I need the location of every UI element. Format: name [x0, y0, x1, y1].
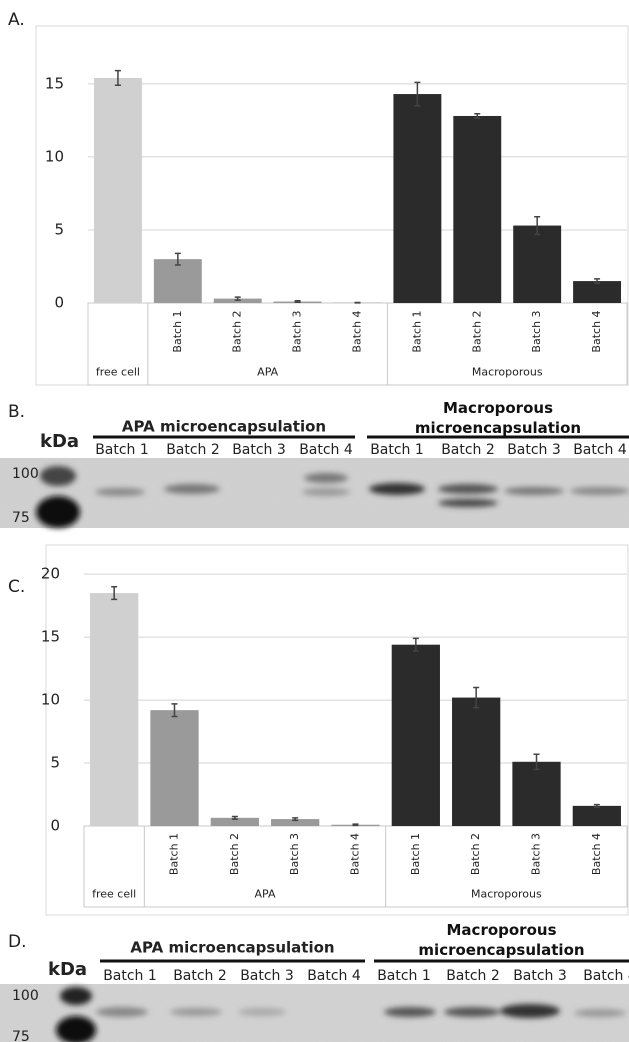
lane-label: Batch 1 — [95, 442, 149, 458]
lane-label: Batch 3 — [513, 968, 567, 984]
lane-label: Batch 2 — [166, 442, 220, 458]
blot-image — [0, 984, 629, 1042]
lane-label: Batch 1 — [370, 442, 424, 458]
x-tick-label: Batch 4 — [349, 833, 362, 875]
x-tick-label: Batch 2 — [469, 833, 482, 875]
lane-label: Batch 2 — [446, 968, 500, 984]
group-title: APA microencapsulation — [122, 418, 326, 436]
y-tick-label: 5 — [54, 220, 64, 238]
y-tick-label: 10 — [41, 691, 60, 709]
bar — [513, 226, 561, 303]
bar — [392, 645, 440, 826]
x-tick-label: Batch 1 — [168, 833, 181, 875]
error-bar — [594, 279, 600, 283]
bar — [452, 698, 500, 826]
y-tick-label: 0 — [54, 294, 64, 312]
group-label: free cell — [96, 366, 140, 379]
y-tick-label: 5 — [50, 754, 60, 772]
marker-label: 75 — [12, 1029, 30, 1042]
bar — [573, 281, 621, 303]
x-tick-label: Batch 1 — [410, 310, 423, 352]
y-tick-label: 20 — [41, 565, 60, 583]
figure: A. 0 5 10 15 free cell Batch 1 Batch 2 Batch 3 Ba… — [0, 0, 629, 1042]
group-title: Macroporous microencapsulation — [402, 920, 602, 960]
group-label: APA — [255, 888, 276, 901]
blot-image — [0, 458, 629, 528]
x-tick-label: Batch 2 — [231, 310, 244, 352]
marker-label: 100 — [12, 466, 39, 482]
error-bar — [353, 824, 359, 825]
group-title: APA microencapsulation — [130, 939, 334, 957]
bar — [573, 806, 621, 826]
x-tick-label: Batch 1 — [171, 310, 184, 352]
x-tick-label: Batch 3 — [288, 833, 301, 875]
bar — [512, 762, 560, 826]
panel-label: D. — [8, 932, 27, 952]
y-tick-label: 0 — [50, 817, 60, 835]
x-tick-label: Batch 1 — [409, 833, 422, 875]
y-tick-label: 10 — [45, 147, 64, 165]
marker-label: 75 — [12, 510, 30, 526]
bar — [393, 94, 441, 303]
lane-label: Batch 1 — [377, 968, 431, 984]
panel-label: B. — [8, 402, 25, 422]
lane-label: Batch 3 — [232, 442, 286, 458]
y-tick-label: 15 — [41, 628, 60, 646]
figure-canvas: A. 0 5 10 15 free cell Batch 1 Batch 2 Batch 3 Ba… — [0, 0, 629, 1042]
lane-label: Batch 4 — [307, 968, 361, 984]
panel-label: A. — [8, 10, 25, 30]
x-tick-label: Batch 2 — [228, 833, 241, 875]
x-tick-label: Batch 3 — [291, 310, 304, 352]
x-tick-label: Batch 4 — [351, 310, 364, 352]
unit-label: kDa — [48, 959, 87, 980]
lane-label: Batch 2 — [173, 968, 227, 984]
lane-label: Batch 4 — [299, 442, 353, 458]
lane-label: Batch 4 — [583, 968, 629, 984]
lane-label: Batch 1 — [103, 968, 157, 984]
group-label: Macroporous — [471, 888, 542, 901]
x-tick-label: Batch 4 — [590, 310, 603, 352]
y-tick-label: 15 — [45, 74, 64, 92]
unit-label: kDa — [40, 431, 79, 452]
bar — [150, 710, 198, 826]
group-label: APA — [257, 366, 278, 379]
group-label: Macroporous — [472, 366, 543, 379]
x-tick-label: Batch 2 — [470, 310, 483, 352]
lane-label: Batch 3 — [507, 442, 561, 458]
error-bar — [295, 301, 301, 302]
group-label: free cell — [92, 888, 136, 901]
bar — [94, 78, 142, 303]
x-tick-label: Batch 3 — [530, 310, 543, 352]
lane-label: Batch 4 — [573, 442, 627, 458]
lane-label: Batch 3 — [240, 968, 294, 984]
bar — [453, 116, 501, 303]
x-tick-label: Batch 3 — [530, 833, 543, 875]
x-tick-label: Batch 4 — [590, 833, 603, 875]
bar — [90, 593, 138, 826]
marker-label: 100 — [12, 988, 39, 1004]
lane-label: Batch 2 — [441, 442, 495, 458]
group-title: Macroporous microencapsulation — [398, 398, 598, 438]
panel-label: C. — [8, 577, 25, 597]
